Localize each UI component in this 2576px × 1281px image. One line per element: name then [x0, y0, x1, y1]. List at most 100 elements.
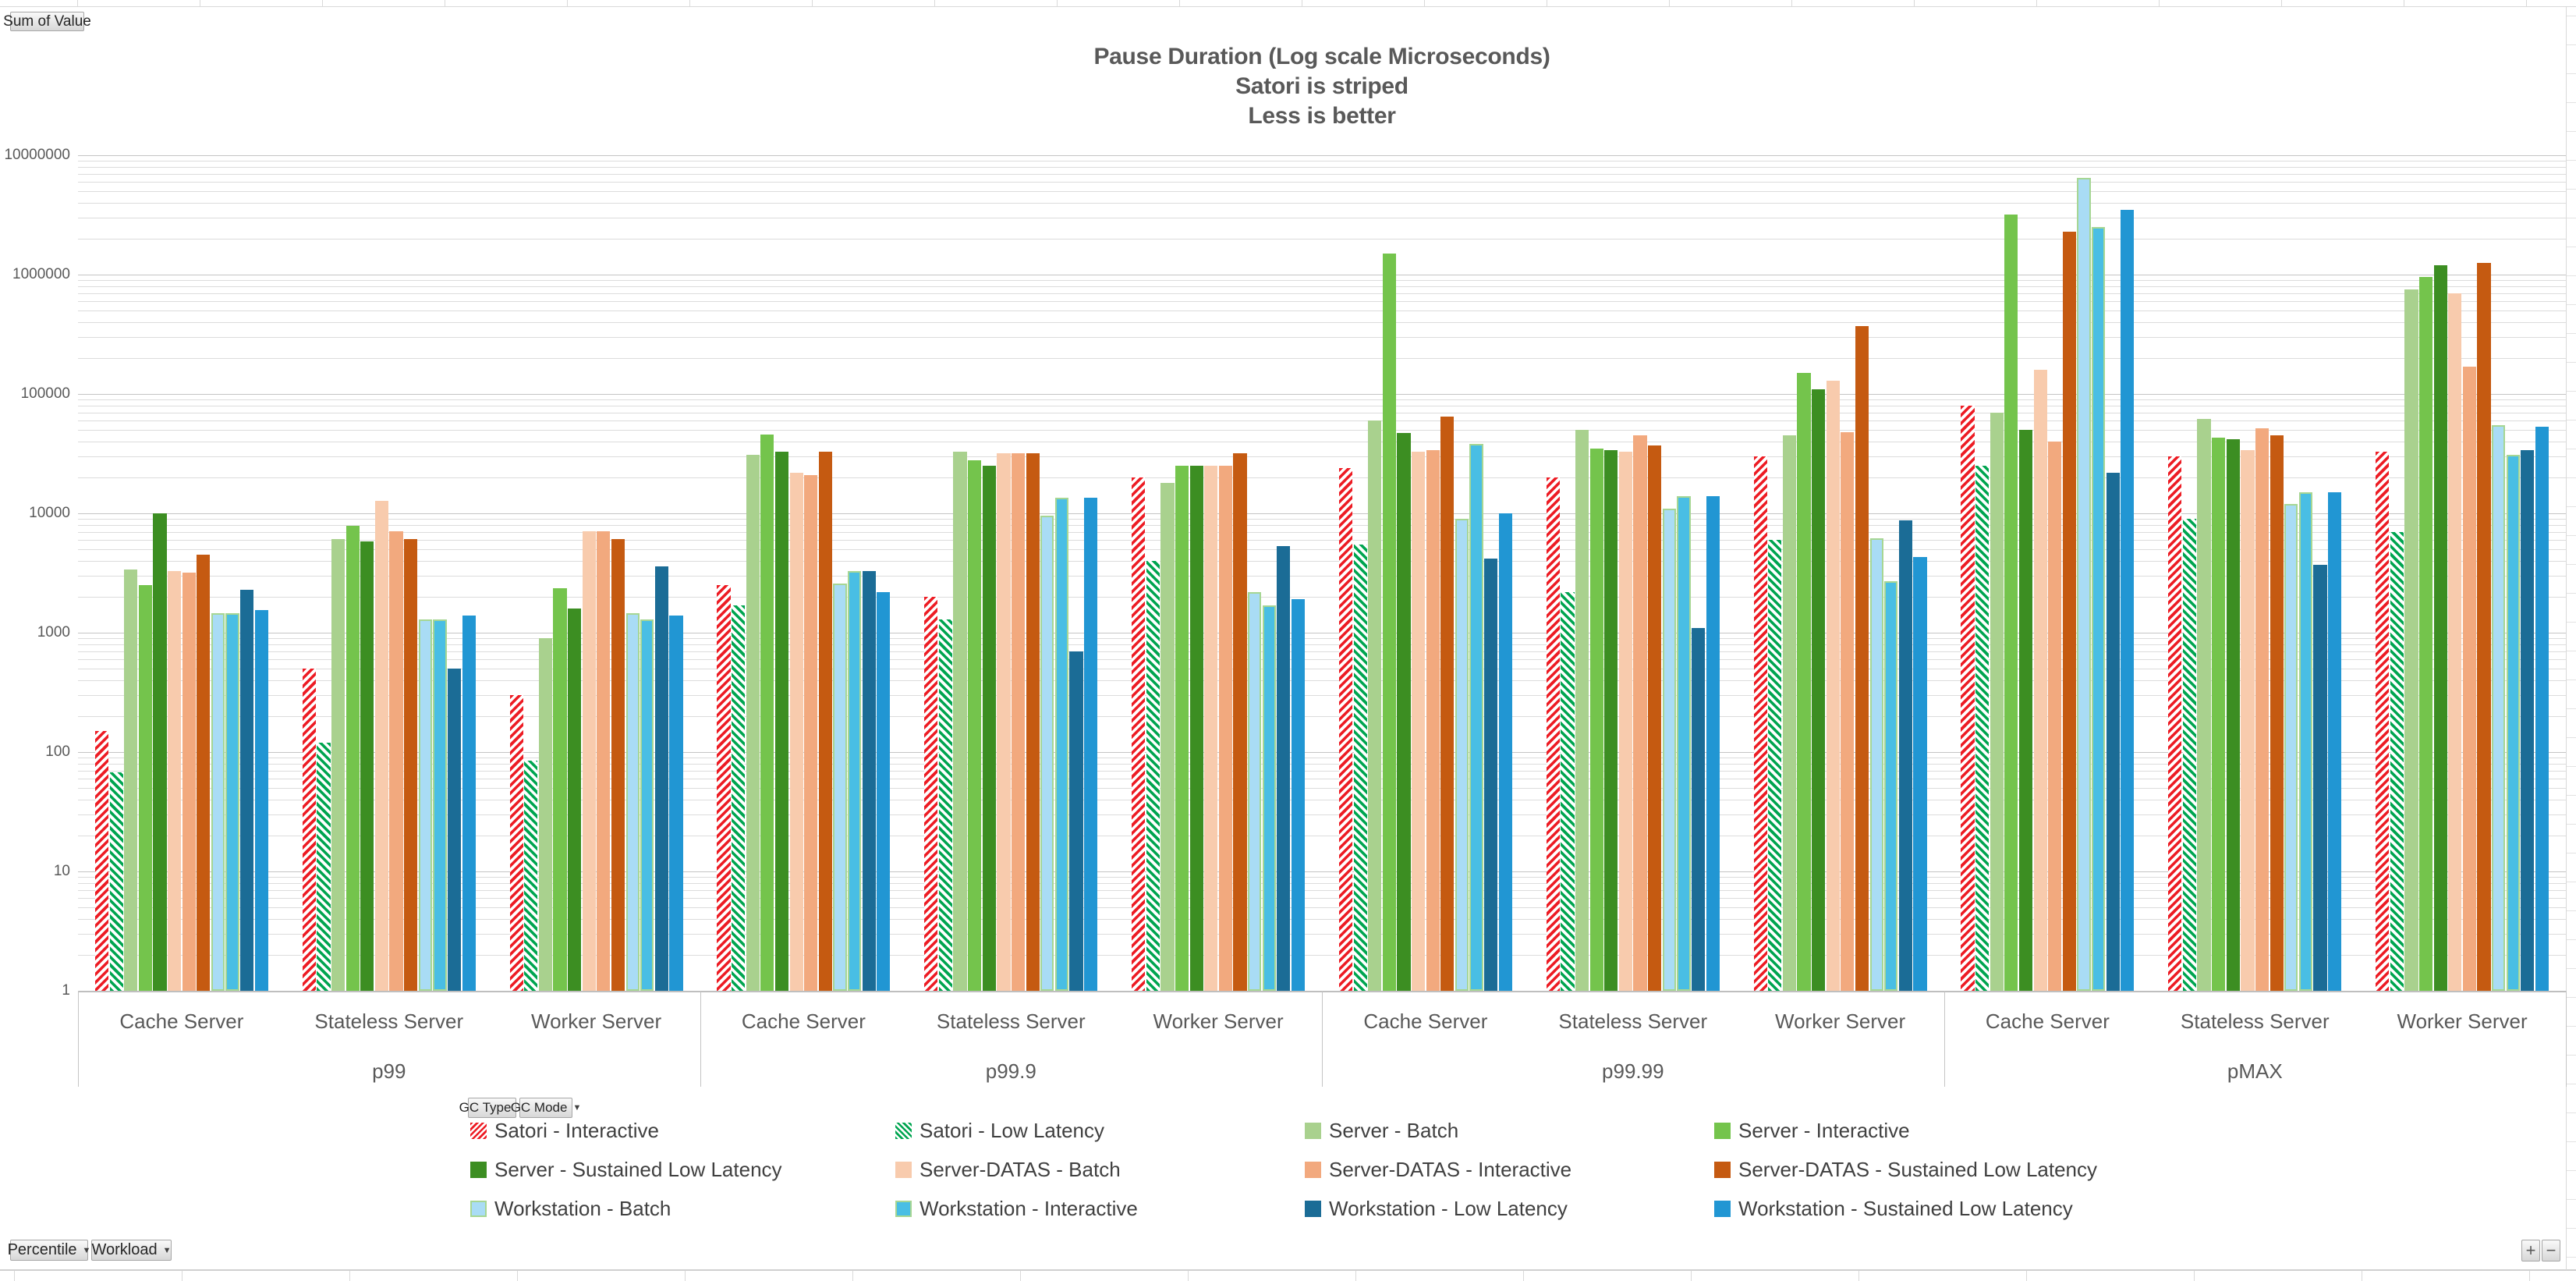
- bar[interactable]: [847, 570, 862, 991]
- bar[interactable]: [1662, 508, 1676, 991]
- bar[interactable]: [1132, 477, 1146, 991]
- bar[interactable]: [1084, 498, 1098, 991]
- legend-item[interactable]: Server-DATAS - Batch: [895, 1158, 1121, 1181]
- bar[interactable]: [1648, 445, 1662, 991]
- bar[interactable]: [2255, 428, 2270, 991]
- legend-item[interactable]: Server - Batch: [1305, 1119, 1458, 1142]
- bar[interactable]: [1561, 591, 1575, 991]
- bar[interactable]: [1175, 466, 1189, 991]
- bar[interactable]: [168, 570, 182, 991]
- bar[interactable]: [524, 760, 538, 991]
- bar[interactable]: [138, 585, 152, 991]
- bar[interactable]: [1913, 557, 1927, 991]
- bar[interactable]: [1440, 416, 1455, 991]
- bar[interactable]: [2197, 418, 2211, 991]
- bar[interactable]: [553, 588, 567, 991]
- bar[interactable]: [2284, 503, 2298, 991]
- legend-item[interactable]: Server-DATAS - Interactive: [1305, 1158, 1571, 1181]
- bar[interactable]: [447, 669, 462, 991]
- bar[interactable]: [568, 608, 582, 991]
- bar[interactable]: [2313, 565, 2327, 991]
- bar[interactable]: [1146, 560, 1160, 991]
- bar[interactable]: [2433, 264, 2447, 991]
- bar[interactable]: [374, 501, 389, 991]
- bar[interactable]: [462, 615, 476, 991]
- bar[interactable]: [2328, 492, 2342, 991]
- bar[interactable]: [331, 538, 345, 991]
- bar[interactable]: [240, 589, 254, 991]
- bar[interactable]: [225, 613, 239, 991]
- bar[interactable]: [1589, 448, 1603, 991]
- bar[interactable]: [1026, 452, 1040, 991]
- bar[interactable]: [1618, 451, 1633, 991]
- bar[interactable]: [669, 615, 683, 991]
- bar[interactable]: [654, 566, 668, 991]
- bar[interactable]: [109, 772, 123, 991]
- bar[interactable]: [1277, 546, 1291, 991]
- bar[interactable]: [1204, 466, 1218, 991]
- bar[interactable]: [2521, 449, 2535, 991]
- bar[interactable]: [1753, 456, 1767, 991]
- bar[interactable]: [1884, 581, 1898, 991]
- bar[interactable]: [2121, 209, 2135, 991]
- bar[interactable]: [1898, 520, 1912, 991]
- bar[interactable]: [968, 460, 982, 991]
- bar[interactable]: [1218, 466, 1232, 991]
- collapse-button[interactable]: −: [2542, 1240, 2560, 1261]
- bar[interactable]: [640, 619, 654, 991]
- gc-mode-field-button[interactable]: GC Mode ▼: [511, 1098, 581, 1118]
- bar[interactable]: [2033, 369, 2047, 991]
- bar[interactable]: [2535, 427, 2549, 991]
- legend-item[interactable]: Satori - Low Latency: [895, 1119, 1104, 1142]
- bar[interactable]: [2492, 424, 2506, 991]
- bar[interactable]: [1768, 539, 1782, 991]
- bar[interactable]: [345, 525, 360, 991]
- bar[interactable]: [1812, 389, 1826, 991]
- bar[interactable]: [1397, 433, 1411, 991]
- bar[interactable]: [982, 466, 996, 991]
- bar[interactable]: [1855, 326, 1869, 991]
- percentile-field-button[interactable]: Percentile ▼: [8, 1240, 90, 1261]
- bar[interactable]: [1455, 519, 1469, 991]
- bar[interactable]: [2168, 456, 2182, 991]
- bar[interactable]: [2004, 214, 2018, 991]
- bar[interactable]: [1426, 449, 1440, 991]
- bar[interactable]: [1382, 254, 1396, 991]
- bar[interactable]: [1368, 420, 1382, 991]
- bar[interactable]: [2182, 519, 2197, 991]
- bar[interactable]: [2018, 430, 2033, 991]
- bar[interactable]: [418, 619, 432, 991]
- bar[interactable]: [1782, 435, 1797, 991]
- bar[interactable]: [2048, 441, 2062, 991]
- bar[interactable]: [389, 530, 403, 991]
- bar[interactable]: [1677, 495, 1691, 991]
- bar[interactable]: [2226, 438, 2240, 991]
- bar[interactable]: [953, 451, 967, 991]
- bar[interactable]: [433, 619, 447, 991]
- bar[interactable]: [2212, 438, 2226, 991]
- bar[interactable]: [597, 530, 611, 991]
- bar[interactable]: [818, 451, 832, 991]
- bar[interactable]: [877, 591, 891, 991]
- bar[interactable]: [1633, 435, 1647, 991]
- bar[interactable]: [1353, 544, 1367, 991]
- bar[interactable]: [1575, 430, 1589, 991]
- legend-item[interactable]: Server - Sustained Low Latency: [470, 1158, 782, 1181]
- bar[interactable]: [2404, 289, 2418, 991]
- bar[interactable]: [2506, 454, 2520, 991]
- bar[interactable]: [1990, 412, 2004, 991]
- bar[interactable]: [2298, 492, 2313, 991]
- legend-item[interactable]: Server-DATAS - Sustained Low Latency: [1714, 1158, 2097, 1181]
- bar[interactable]: [1291, 599, 1306, 991]
- bar[interactable]: [1706, 495, 1720, 991]
- bar[interactable]: [1826, 380, 1840, 991]
- bar[interactable]: [2462, 366, 2476, 991]
- bar[interactable]: [2091, 227, 2106, 991]
- bar[interactable]: [2448, 293, 2462, 991]
- bar[interactable]: [1691, 627, 1706, 991]
- bar[interactable]: [1338, 467, 1353, 991]
- legend-item[interactable]: Server - Interactive: [1714, 1119, 1910, 1142]
- bar[interactable]: [1069, 651, 1083, 991]
- bar[interactable]: [2062, 231, 2076, 991]
- workload-field-button[interactable]: Workload ▼: [91, 1240, 172, 1261]
